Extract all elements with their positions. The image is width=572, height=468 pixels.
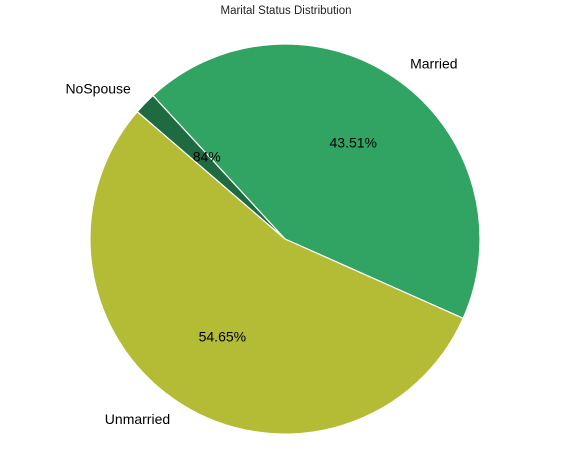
- chart-title: Marital Status Distribution: [220, 5, 352, 17]
- slice-label-nospouse: NoSpouse: [65, 81, 131, 97]
- slice-percent-unmarried: 54.65%: [199, 329, 246, 345]
- pie-slice-married: [152, 43, 481, 319]
- slice-percent-married: 43.51%: [330, 135, 377, 151]
- slice-label-married: Married: [410, 55, 457, 71]
- slice-label-unmarried: Unmarried: [105, 411, 170, 427]
- pie-slice-unmarried: [89, 111, 464, 435]
